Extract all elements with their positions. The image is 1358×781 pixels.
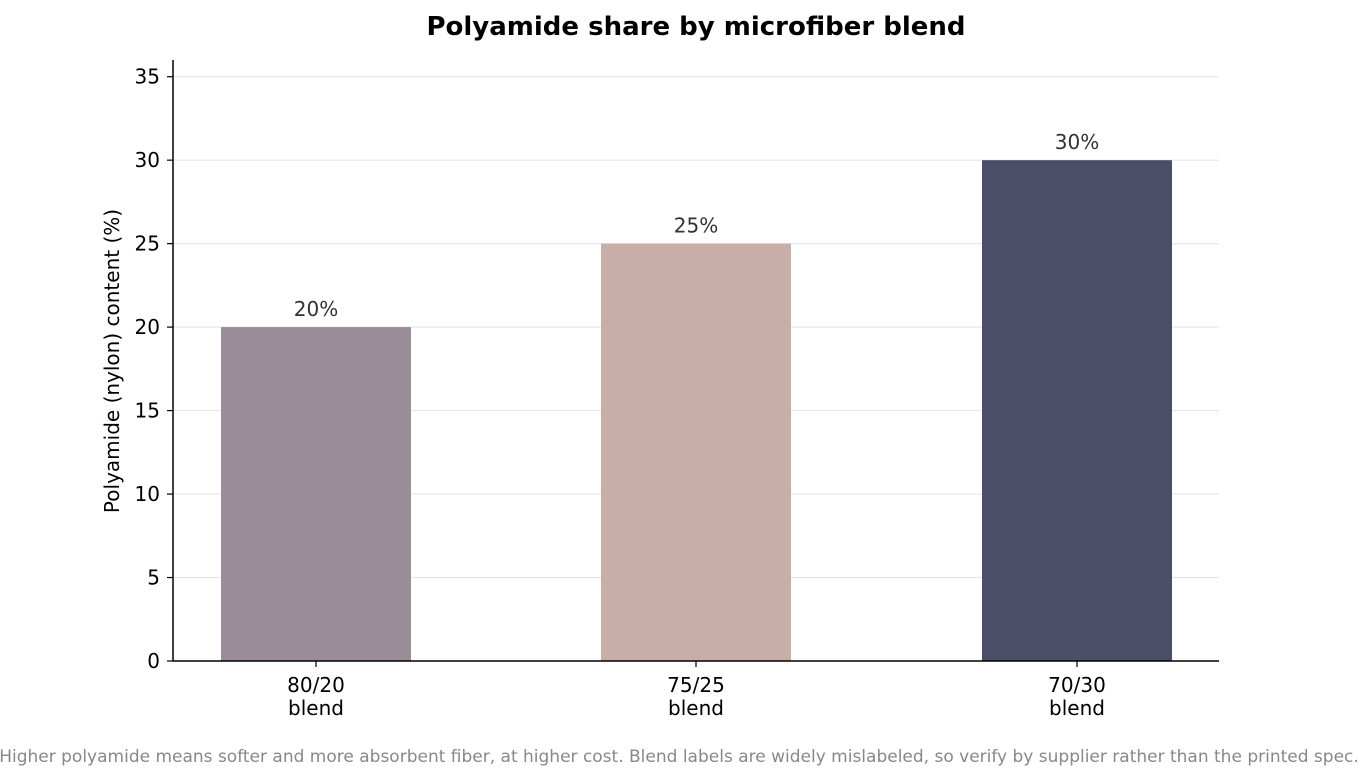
bar-value-label: 20% <box>294 297 338 321</box>
bar <box>601 243 791 661</box>
x-tick-label: 80/20 blend <box>287 673 345 720</box>
bar-value-label: 30% <box>1055 130 1099 154</box>
y-tick-label: 30 <box>135 148 160 172</box>
bar <box>982 160 1172 661</box>
x-tick-label-line: 80/20 <box>287 673 345 697</box>
x-tick-label-line: blend <box>668 696 724 720</box>
x-tick-label-line: 75/25 <box>667 673 725 697</box>
data-labels: 20% 25% 30% <box>294 130 1099 321</box>
y-tick-label: 35 <box>135 65 160 89</box>
bar <box>221 327 411 661</box>
y-tick-label: 25 <box>135 232 160 256</box>
y-axis-label: Polyamide (nylon) content (%) <box>100 209 124 513</box>
y-tick-label: 0 <box>147 649 160 673</box>
bar-value-label: 25% <box>674 214 718 238</box>
y-tick-label: 5 <box>147 566 160 590</box>
footnote: Higher polyamide means softer and more a… <box>0 747 1358 767</box>
chart-title: Polyamide share by microfiber blend <box>426 12 965 42</box>
y-tick-label: 10 <box>135 482 160 506</box>
x-tick-label: 75/25 blend <box>667 673 725 720</box>
x-tick-label-line: blend <box>288 696 344 720</box>
x-tick-label-line: 70/30 <box>1048 673 1106 697</box>
x-tick-label: 70/30 blend <box>1048 673 1106 720</box>
bars <box>221 160 1172 661</box>
x-tick-label-line: blend <box>1049 696 1105 720</box>
y-tick-label: 15 <box>135 399 160 423</box>
y-tick-label: 20 <box>135 315 160 339</box>
